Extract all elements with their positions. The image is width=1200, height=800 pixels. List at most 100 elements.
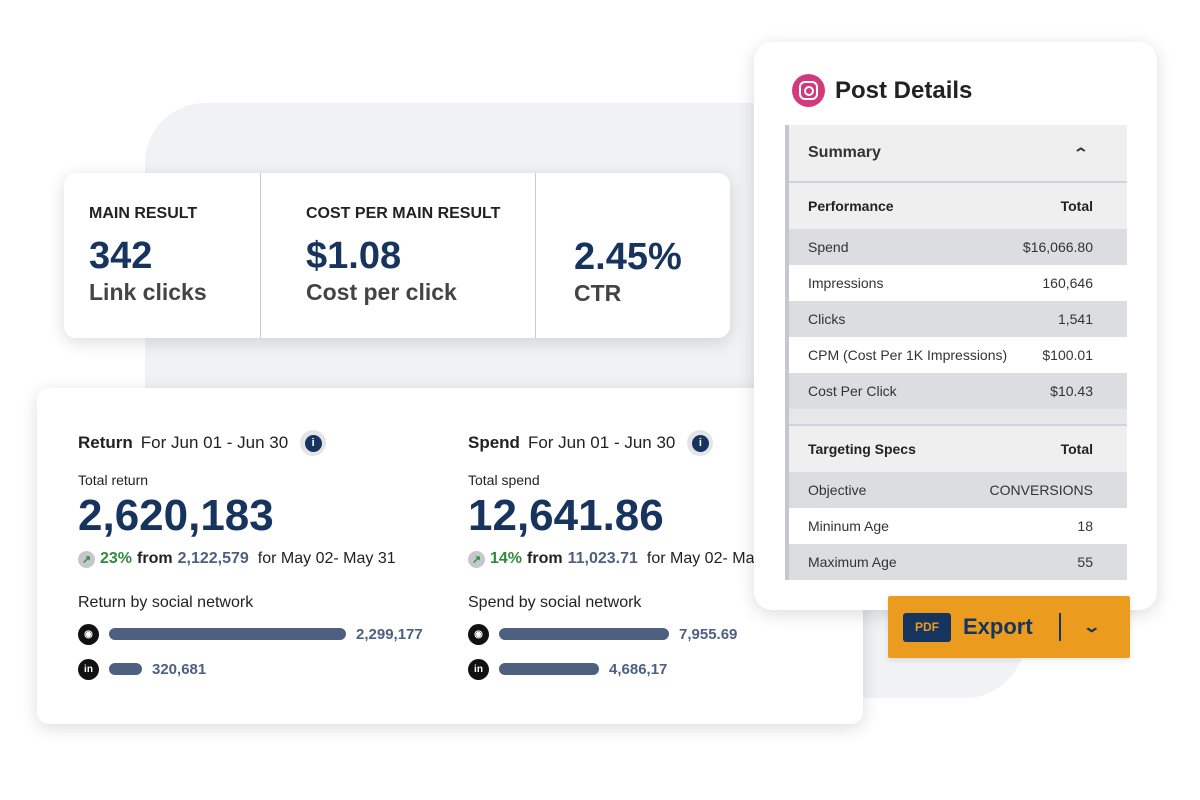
network-bar: [109, 628, 346, 640]
linkedin-icon: in: [468, 658, 489, 680]
row-label: Maximum Age: [808, 554, 897, 570]
section-divider: [789, 409, 1127, 426]
change-percent: 23%: [100, 550, 133, 567]
row-value: CONVERSIONS: [989, 482, 1093, 498]
kpi-cost-per-result: COST PER MAIN RESULT $1.08 Cost per clic…: [260, 173, 535, 338]
table-row: Maximum Age 55: [789, 544, 1127, 580]
section-title: Return For Jun 01 - Jun 30 i: [78, 430, 438, 456]
header-total: Total: [1060, 198, 1093, 214]
panel-title: Post Details: [835, 76, 973, 104]
total-label: Total return: [78, 472, 149, 488]
kpi-value: $1.08: [306, 235, 402, 277]
row-value: $100.01: [1042, 347, 1093, 363]
return-spend-card: Return For Jun 01 - Jun 30 i Total return …: [37, 388, 863, 724]
by-network-label: Spend by social network: [468, 594, 642, 611]
chevron-up-icon: ⌃: [1072, 144, 1090, 161]
row-label: Objective: [808, 482, 867, 498]
summary-toggle[interactable]: Summary ⌃: [789, 125, 1127, 183]
linkedin-icon: in: [78, 658, 99, 680]
table-row: Spend $16,066.80: [789, 229, 1127, 265]
previous-value: 11,023.71: [567, 550, 638, 567]
kpi-card: MAIN RESULT 342 Link clicks COST PER MAI…: [64, 173, 730, 338]
arrow-up-right-icon: ↗: [78, 550, 95, 568]
row-label: Spend: [808, 239, 849, 255]
export-label: Export: [963, 614, 1033, 639]
change-row: ↗ 14% from 11,023.71 for May 02- May 31: [468, 550, 828, 568]
arrow-up-right-icon: ↗: [468, 550, 485, 568]
row-label: CPM (Cost Per 1K Impressions): [808, 347, 1008, 363]
row-label: Clicks: [808, 311, 846, 327]
row-value: 1,541: [1057, 311, 1093, 327]
row-value: 160,646: [1042, 275, 1093, 291]
row-value: 55: [1077, 554, 1093, 570]
previous-range: for May 02- May 31: [257, 550, 396, 567]
from-label: from: [527, 550, 563, 567]
instagram-icon: ◉: [78, 623, 99, 645]
return-section: Return For Jun 01 - Jun 30 i Total return …: [78, 430, 438, 682]
network-value: 4,686,17: [609, 660, 668, 678]
previous-value: 2,122,579: [177, 550, 249, 567]
kpi-sub: CTR: [574, 280, 622, 306]
previous-range: for May 02- May 31: [646, 550, 785, 567]
kpi-label: MAIN RESULT: [89, 205, 198, 222]
title: Spend: [468, 433, 520, 452]
kpi-ctr: 2.45% CTR: [535, 173, 706, 338]
table-row: Cost Per Click $10.43: [789, 373, 1127, 409]
kpi-value: 342: [89, 235, 153, 277]
table-row: CPM (Cost Per 1K Impressions) $100.01: [789, 337, 1127, 373]
total-value: 2,620,183: [78, 491, 274, 540]
header-label: Performance: [808, 198, 894, 214]
network-value: 320,681: [152, 660, 207, 678]
instagram-icon: [792, 74, 825, 107]
chevron-down-icon[interactable]: ⌄: [1082, 619, 1101, 636]
details-table: Summary ⌃ Performance Total Spend $16,066.8…: [785, 125, 1127, 580]
table-header: Performance Total: [789, 183, 1127, 229]
network-bar-row: in 320,681: [78, 656, 438, 682]
export-button[interactable]: PDF Export ⌄: [888, 596, 1130, 658]
post-details-panel: Post Details Summary ⌃ Performance Total S…: [754, 42, 1157, 610]
kpi-value: 2.45%: [574, 236, 682, 278]
table-row: Mininum Age 18: [789, 508, 1127, 544]
row-label: Cost Per Click: [808, 383, 897, 399]
kpi-sub: Link clicks: [89, 279, 207, 305]
row-value: 18: [1077, 518, 1093, 534]
date-range: For Jun 01 - Jun 30: [140, 433, 289, 452]
network-bar: [109, 663, 142, 675]
pdf-badge: PDF: [903, 612, 951, 642]
date-range: For Jun 01 - Jun 30: [527, 433, 676, 452]
info-icon[interactable]: i: [687, 430, 714, 456]
info-icon[interactable]: i: [300, 430, 327, 456]
network-bar: [499, 663, 599, 675]
table-row: Clicks 1,541: [789, 301, 1127, 337]
row-label: Impressions: [808, 275, 884, 291]
title: Return: [78, 433, 133, 452]
table-row: Objective CONVERSIONS: [789, 472, 1127, 508]
total-value: 12,641.86: [468, 491, 664, 540]
summary-label: Summary: [808, 144, 881, 161]
kpi-main-result: MAIN RESULT 342 Link clicks: [64, 173, 260, 338]
table-row: Impressions 160,646: [789, 265, 1127, 301]
kpi-label: COST PER MAIN RESULT: [306, 205, 501, 222]
row-value: $10.43: [1050, 383, 1093, 399]
header-label: Targeting Specs: [808, 441, 916, 457]
network-value: 7,955.69: [679, 625, 738, 643]
network-bar-row: ◉ 2,299,177: [78, 621, 438, 647]
network-value: 2,299,177: [356, 625, 423, 643]
network-bar-row: ◉ 7,955.69: [468, 621, 828, 647]
network-bar: [499, 628, 669, 640]
total-label: Total spend: [468, 472, 540, 488]
row-label: Mininum Age: [808, 518, 889, 534]
section-title: Spend For Jun 01 - Jun 30 i: [468, 430, 828, 456]
divider: [1058, 613, 1061, 641]
network-bar-row: in 4,686,17: [468, 656, 828, 682]
row-value: $16,066.80: [1022, 239, 1093, 255]
table-header: Targeting Specs Total: [789, 426, 1127, 472]
kpi-sub: Cost per click: [306, 279, 457, 305]
change-row: ↗ 23% from 2,122,579 for May 02- May 31: [78, 550, 438, 568]
spend-section: Spend For Jun 01 - Jun 30 i Total spend 12…: [468, 430, 828, 682]
change-percent: 14%: [490, 550, 523, 567]
instagram-icon: ◉: [468, 623, 489, 645]
from-label: from: [137, 550, 173, 567]
header-total: Total: [1060, 441, 1093, 457]
by-network-label: Return by social network: [78, 594, 254, 611]
